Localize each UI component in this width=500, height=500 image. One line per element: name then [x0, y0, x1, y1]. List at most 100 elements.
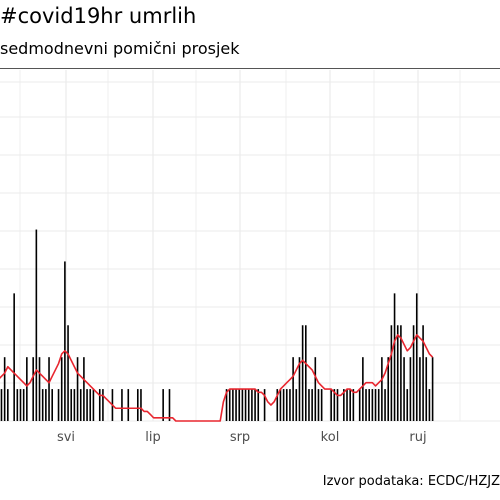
- bar: [396, 325, 399, 421]
- bar: [51, 389, 53, 421]
- bar: [374, 389, 377, 421]
- bar: [365, 389, 367, 421]
- bar: [244, 389, 247, 421]
- x-tick-label: ruj: [409, 430, 426, 445]
- bar: [336, 389, 339, 421]
- bar: [251, 389, 253, 421]
- bar: [26, 357, 28, 421]
- title-divider: [0, 68, 500, 69]
- x-axis: svi lip srp kol ruj: [57, 430, 427, 445]
- bar: [41, 389, 44, 421]
- bar: [301, 325, 304, 421]
- bar: [412, 325, 415, 421]
- bar: [45, 389, 47, 421]
- bar: [3, 357, 6, 421]
- bar: [13, 293, 15, 421]
- x-tick-label: kol: [321, 430, 340, 445]
- chart-title: #covid19hr umrlih: [0, 4, 197, 28]
- bar: [362, 357, 364, 421]
- bar: [317, 389, 320, 421]
- bar: [343, 389, 345, 421]
- bar: [16, 389, 19, 421]
- bar: [409, 357, 412, 421]
- bar: [136, 389, 139, 421]
- bar: [390, 325, 393, 421]
- bar: [358, 389, 361, 421]
- bar: [64, 261, 66, 421]
- bar: [225, 389, 228, 421]
- bar: [381, 357, 383, 421]
- bar: [89, 389, 92, 421]
- source-caption: Izvor podataka: ECDC/HZJZ: [322, 474, 500, 489]
- bar: [330, 389, 332, 421]
- bar: [228, 389, 231, 421]
- bar: [73, 389, 76, 421]
- bar: [35, 229, 38, 421]
- bar: [308, 389, 310, 421]
- bar: [425, 357, 428, 421]
- bar: [311, 389, 313, 421]
- chart-subtitle: sedmodnevni pomični prosjek: [0, 39, 240, 58]
- bar: [279, 389, 282, 421]
- bar: [121, 389, 123, 421]
- bar: [140, 389, 142, 421]
- bar: [403, 357, 405, 421]
- bar: [247, 389, 250, 421]
- bar: [285, 389, 288, 421]
- bar: [320, 389, 323, 421]
- bar: [32, 357, 34, 421]
- bar: [83, 357, 85, 421]
- bar: [282, 389, 285, 421]
- bar: [22, 389, 25, 421]
- bar: [67, 325, 69, 421]
- bar: [254, 389, 256, 421]
- bar: [333, 389, 336, 421]
- bar: [352, 389, 355, 421]
- bar: [79, 389, 82, 421]
- bar: [60, 357, 63, 421]
- bar: [162, 389, 164, 421]
- bar: [346, 389, 348, 421]
- bar: [102, 389, 104, 421]
- bar: [419, 357, 421, 421]
- bar: [368, 389, 370, 421]
- bar: [406, 389, 409, 421]
- bar: [168, 389, 171, 421]
- bar: [431, 357, 434, 421]
- bar: [349, 389, 351, 421]
- bar: [257, 389, 260, 421]
- bar: [98, 389, 101, 421]
- bar: [7, 389, 9, 421]
- bar: [422, 325, 424, 421]
- bar: [241, 389, 244, 421]
- bar: [92, 389, 95, 421]
- bar: [76, 357, 79, 421]
- x-tick-label: lip: [145, 430, 160, 445]
- bar: [235, 389, 237, 421]
- bar: [400, 325, 402, 421]
- x-tick-label: svi: [57, 430, 75, 445]
- bar: [428, 389, 431, 421]
- bar-series: [0, 229, 434, 421]
- bar: [38, 357, 41, 421]
- bar: [127, 389, 130, 421]
- x-tick-label: srp: [230, 430, 250, 445]
- bar: [415, 293, 418, 421]
- line-series: [0, 334, 434, 422]
- bar: [232, 389, 234, 421]
- bar: [295, 389, 298, 421]
- bar: [57, 389, 60, 421]
- bar: [393, 293, 396, 421]
- bar: [371, 389, 374, 421]
- bar: [276, 389, 279, 421]
- bar: [19, 389, 22, 421]
- bar: [292, 357, 294, 421]
- bar: [305, 325, 307, 421]
- bar: [238, 389, 241, 421]
- bar: [314, 357, 317, 421]
- bar: [384, 389, 386, 421]
- bar: [298, 357, 301, 421]
- bar: [377, 389, 380, 421]
- bar: [0, 389, 3, 421]
- moving-average-line: [0, 334, 434, 422]
